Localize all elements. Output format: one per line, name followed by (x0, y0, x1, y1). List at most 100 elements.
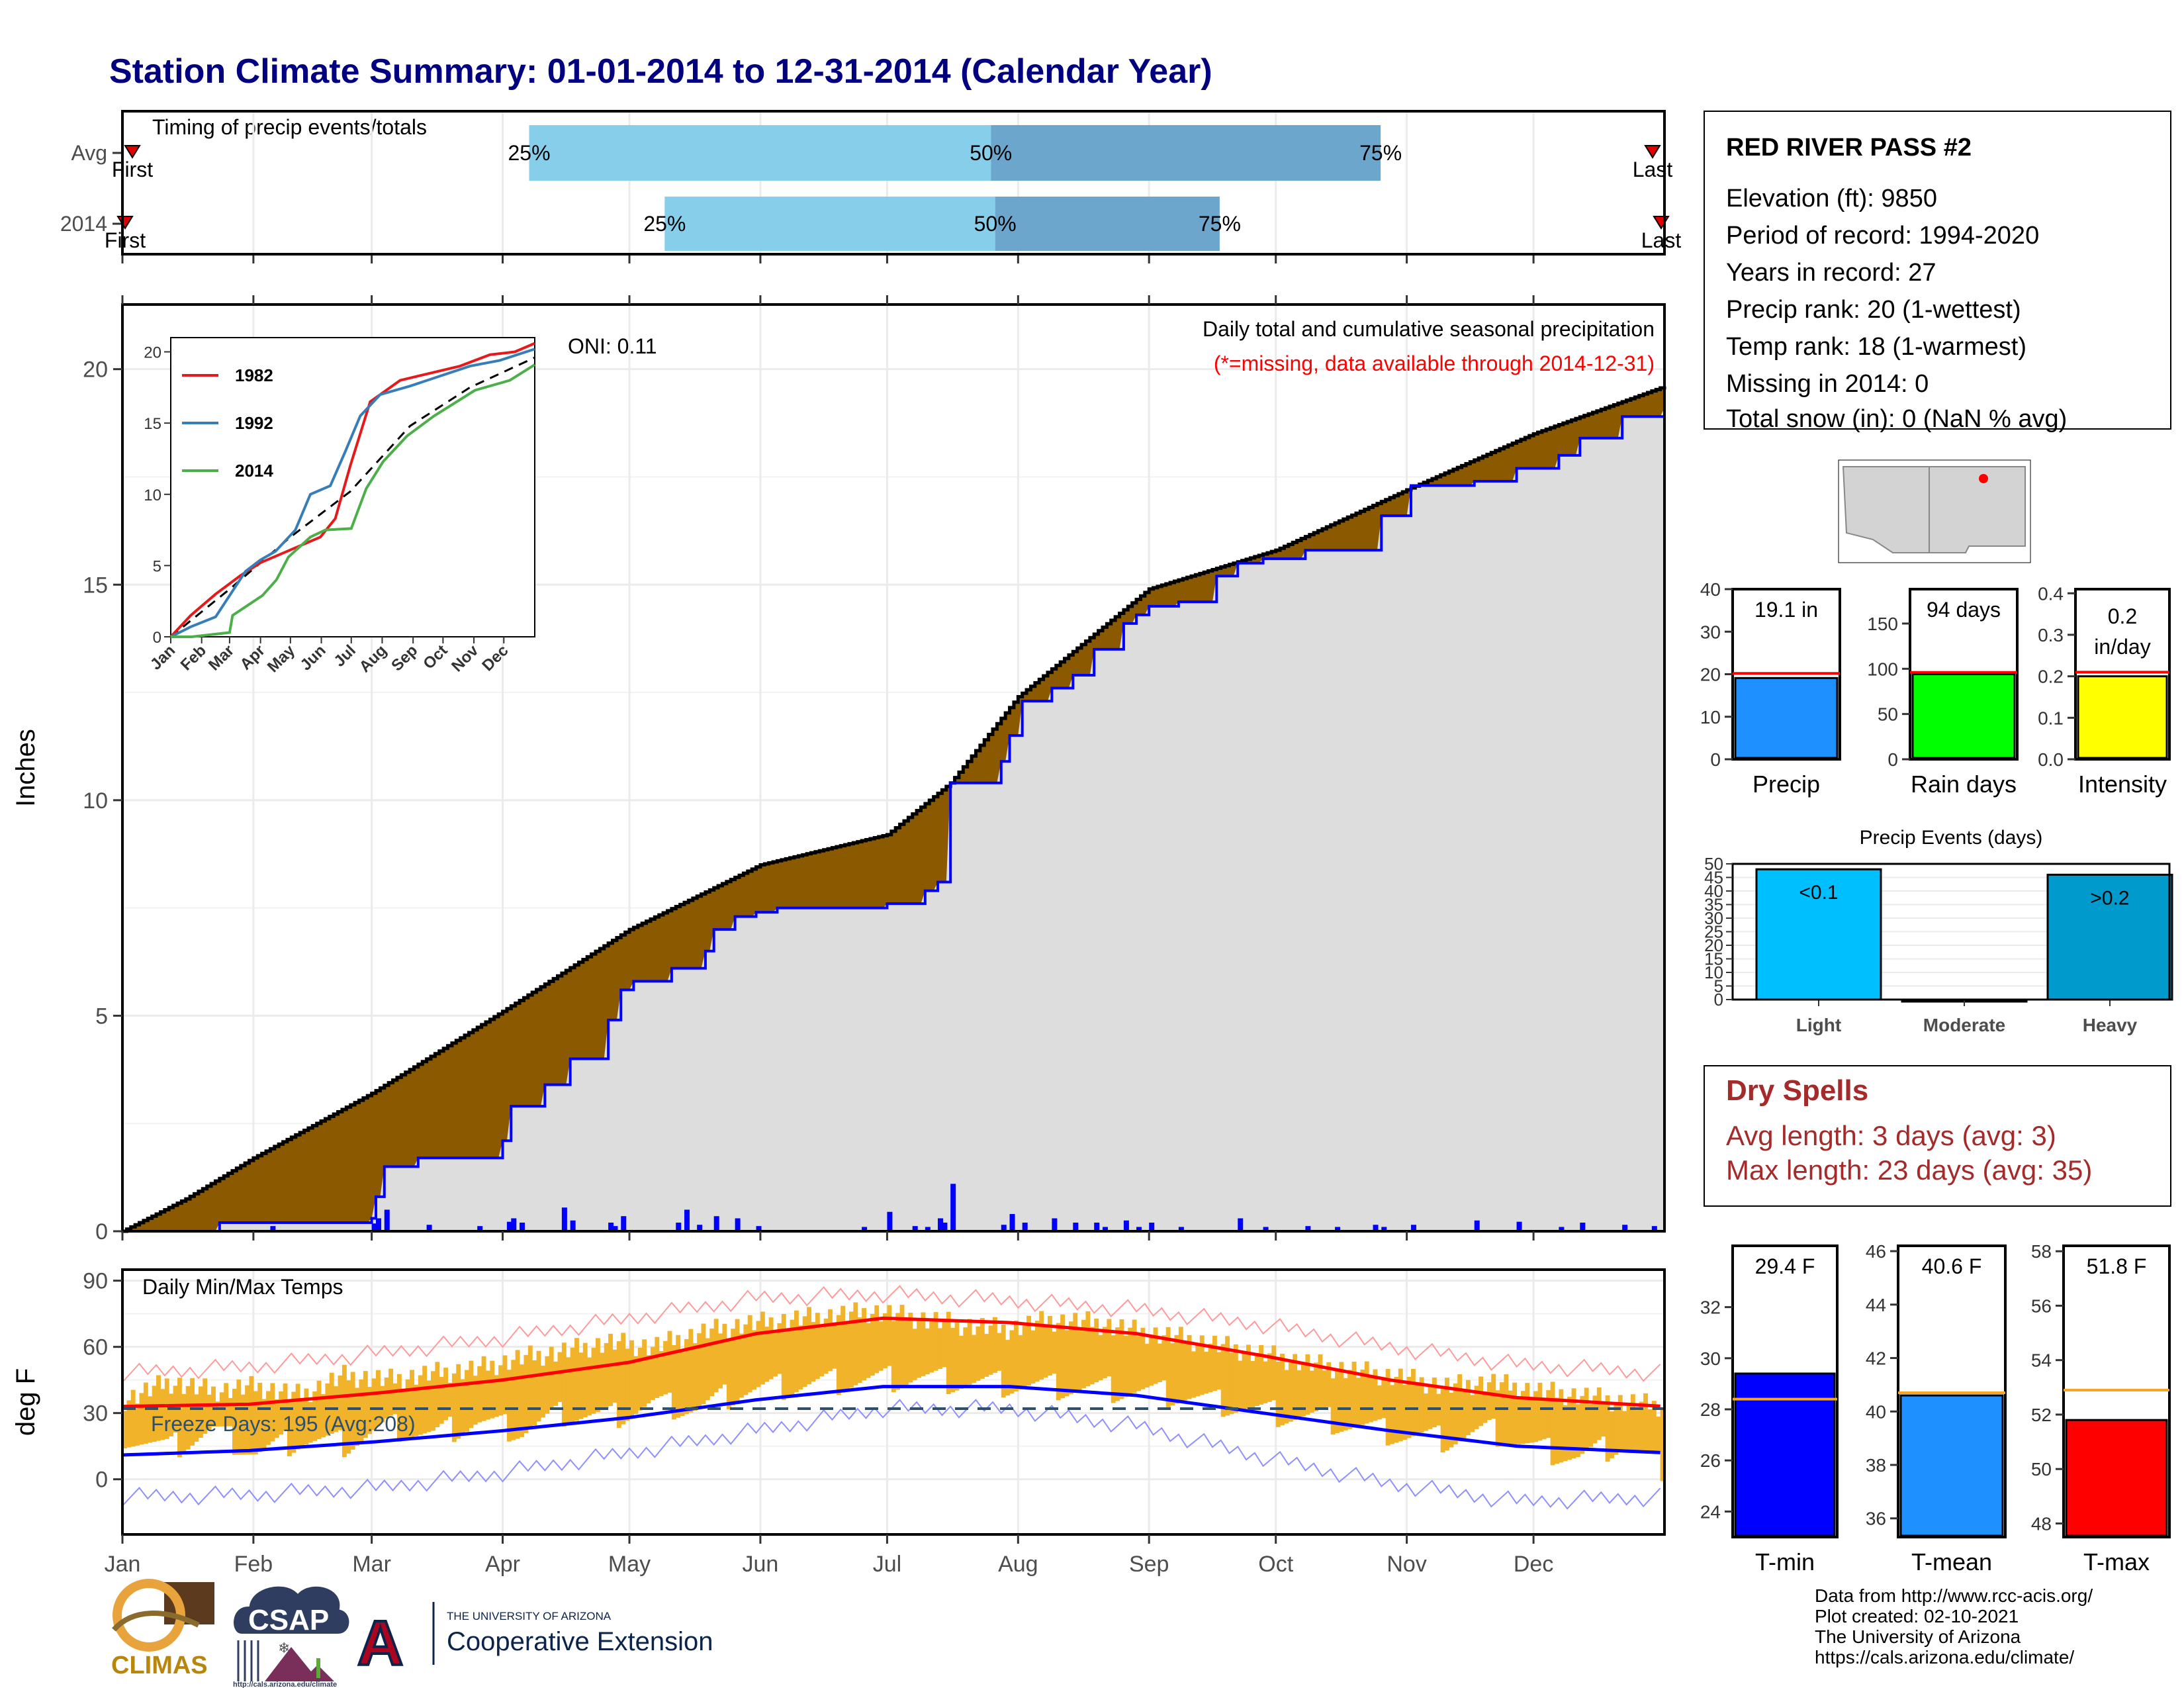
cum-surplus-band (1068, 655, 1074, 688)
cum-surplus-band (1174, 581, 1179, 606)
temp-daily-range-bar (329, 1372, 334, 1434)
temp-daily-range-bar (972, 1335, 976, 1383)
cum-surplus-band (1013, 702, 1019, 736)
temp-daily-range-bar (1601, 1403, 1606, 1437)
cum-surplus-band (1360, 511, 1365, 551)
temp-daily-range-bar (1208, 1343, 1213, 1393)
temp-x-tick-label: Apr (485, 1552, 520, 1577)
temp-daily-range-bar (371, 1378, 377, 1430)
cum-surplus-band (1271, 551, 1277, 559)
temp-daily-range-bar (1165, 1327, 1171, 1407)
cum-daily-bar (1009, 1213, 1015, 1231)
cum-surplus-band (836, 847, 842, 908)
cum-surplus-band (1026, 690, 1032, 702)
cum-surplus-band (181, 1201, 187, 1231)
temp-daily-range-bar (815, 1313, 820, 1380)
precip-total-y-tick-label: 20 (1700, 665, 1721, 685)
temp-daily-range-bar (1048, 1316, 1052, 1376)
temp-daily-range-bar (807, 1307, 812, 1385)
cum-surplus-band (874, 837, 880, 908)
cum-surplus-band (600, 949, 605, 1059)
cum-surplus-band (300, 1132, 305, 1223)
cum-surplus-band (341, 1109, 347, 1223)
temp-daily-range-bar (1233, 1344, 1238, 1413)
temp-daily-range-bar (574, 1338, 579, 1421)
temp-daily-range-bar (1191, 1351, 1196, 1398)
temp-daily-range-bar (1280, 1353, 1285, 1426)
cum-surplus-band (642, 923, 647, 982)
temp-daily-range-bar (283, 1383, 288, 1431)
temp-daily-range-bar (954, 1319, 960, 1391)
temp-daily-range-bar (1149, 1335, 1154, 1386)
t-min-y-tick-label: 24 (1700, 1501, 1721, 1522)
cum-daily-bar (1136, 1227, 1142, 1231)
temp-daily-range-bar (206, 1394, 212, 1430)
temp-daily-range-bar (460, 1379, 465, 1435)
temp-daily-range-bar (1495, 1390, 1500, 1447)
temp-daily-range-bar (933, 1312, 938, 1371)
temp-daily-range-bar (1580, 1395, 1585, 1454)
cum-surplus-band (456, 1040, 461, 1158)
temp-daily-range-bar (680, 1349, 685, 1417)
temp-daily-range-bar (1364, 1361, 1369, 1424)
cum-surplus-band (1428, 480, 1433, 486)
temp-daily-range-bar (465, 1370, 469, 1432)
cum-surplus-band (718, 886, 723, 930)
temp-daily-range-bar (946, 1311, 951, 1394)
cum-surplus-band (1128, 606, 1133, 624)
temp-daily-range-bar (1271, 1345, 1277, 1401)
cum-surplus-band (418, 1064, 424, 1158)
temp-daily-range-bar (663, 1340, 668, 1395)
temp-daily-range-bar (536, 1350, 541, 1422)
cum-daily-bar (270, 1226, 276, 1231)
cum-surplus-band (240, 1165, 246, 1223)
cum-surplus-band (671, 908, 677, 968)
cum-surplus-band (346, 1107, 351, 1223)
cum-surplus-band (1225, 565, 1230, 577)
temp-daily-range-bar (545, 1356, 550, 1414)
cum-surplus-band (359, 1100, 364, 1223)
cum-surplus-band (756, 867, 761, 913)
precip-events-y-tick-label: 30 (1704, 908, 1723, 928)
cum-daily-bar (1373, 1225, 1379, 1231)
temp-daily-range-bar (321, 1394, 326, 1438)
temp-daily-range-bar (1259, 1344, 1264, 1405)
temp-x-tick-label: Jan (105, 1552, 141, 1577)
temp-daily-range-bar (1161, 1335, 1167, 1381)
temp-daily-range-bar (245, 1385, 250, 1455)
cum-surplus-band (726, 881, 732, 930)
cum-surplus-band (190, 1196, 195, 1231)
temp-daily-range-bar (1453, 1383, 1458, 1444)
cum-daily-bar (942, 1222, 948, 1231)
cum-surplus-band (270, 1149, 275, 1223)
cum-surplus-band (485, 1021, 491, 1158)
cum-surplus-band (1081, 644, 1087, 675)
cum-surplus-band (891, 831, 896, 904)
cum-surplus-band (414, 1066, 419, 1167)
temp-daily-range-bar (1356, 1378, 1361, 1427)
cum-surplus-band (511, 1006, 516, 1107)
temp-daily-range-bar (1584, 1387, 1589, 1451)
intensity-y-tick-label: 0.1 (2038, 708, 2064, 728)
cum-surplus-band (1301, 538, 1306, 559)
t-max-y-tick-label: 48 (2031, 1513, 2052, 1534)
cum-surplus-band (781, 859, 787, 908)
inset-series-2014 (171, 363, 536, 638)
cum-surplus-band (1584, 415, 1589, 438)
cum-daily-bar (1123, 1220, 1129, 1231)
t-mean-y-tick-label: 44 (1866, 1295, 1886, 1315)
cum-surplus-band (917, 810, 922, 904)
temp-daily-range-bar (874, 1305, 880, 1374)
cum-surplus-band (1571, 420, 1576, 455)
temp-daily-range-bar (1254, 1352, 1259, 1406)
cum-daily-bar (1381, 1227, 1387, 1231)
cum-surplus-band (899, 824, 905, 904)
temp-daily-range-bar (527, 1345, 533, 1430)
temp-daily-range-bar (1309, 1370, 1314, 1413)
cum-surplus-band (1056, 665, 1061, 688)
station-line-snow: Total snow (in): 0 (NaN % avg) (1726, 405, 2067, 433)
temp-daily-range-bar (701, 1323, 706, 1405)
temp-daily-range-bar (848, 1311, 854, 1388)
cum-surplus-band (135, 1225, 140, 1231)
temp-daily-range-bar (130, 1389, 136, 1447)
